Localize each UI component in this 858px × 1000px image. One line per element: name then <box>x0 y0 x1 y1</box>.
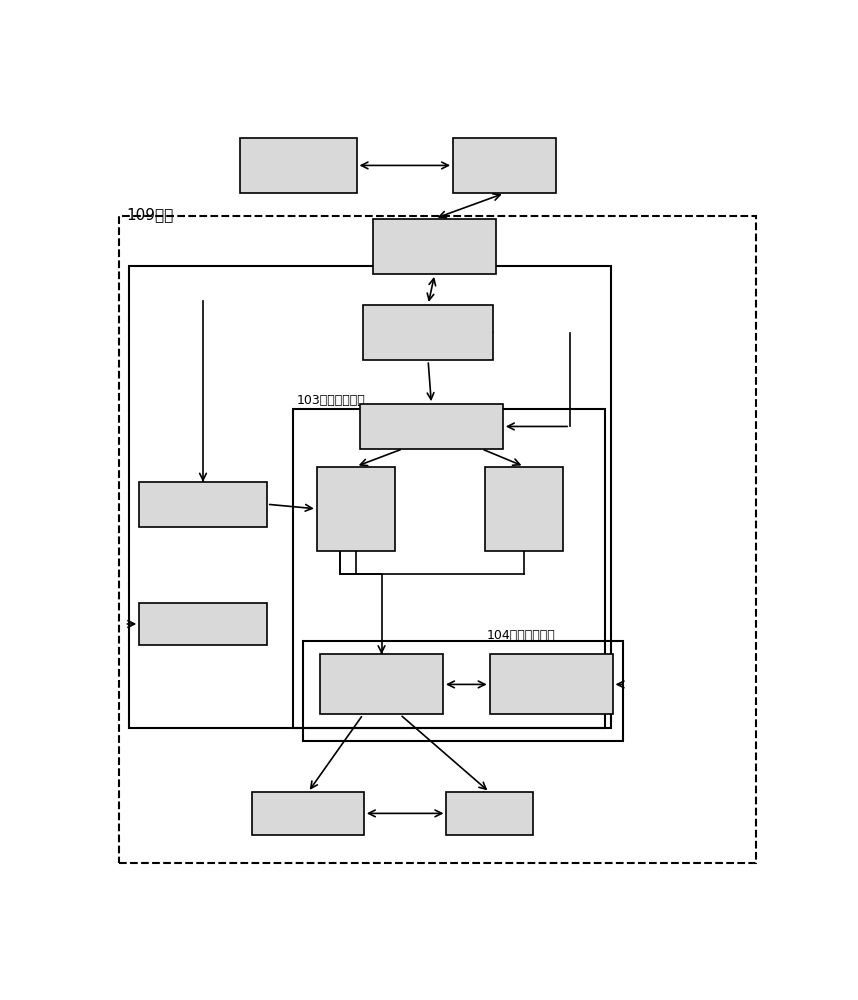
Text: 1032
输出
单元: 1032 输出 单元 <box>336 484 375 534</box>
Text: 1042触发卡测
控单元: 1042触发卡测 控单元 <box>514 668 589 701</box>
Bar <box>139 482 267 527</box>
Bar <box>490 654 613 714</box>
Text: 触发卡: 触发卡 <box>476 806 504 821</box>
Bar <box>485 466 564 551</box>
Text: 102信号发生装置: 102信号发生装置 <box>161 497 245 512</box>
Text: 控制接口卡: 控制接口卡 <box>285 806 331 821</box>
Bar <box>240 138 357 193</box>
Bar <box>317 466 396 551</box>
Bar <box>252 792 364 835</box>
Bar <box>119 216 756 863</box>
Text: 107人机交互
终端: 107人机交互 终端 <box>266 149 331 182</box>
Bar <box>453 138 556 193</box>
Bar <box>304 641 623 741</box>
Text: 109机柜: 109机柜 <box>126 207 173 222</box>
Text: 104采集适配装置: 104采集适配装置 <box>486 629 555 642</box>
Text: 1031主控单元: 1031主控单元 <box>394 419 469 434</box>
Text: 1041触发卡
适配单元: 1041触发卡 适配单元 <box>348 668 414 701</box>
Bar <box>360 404 503 449</box>
Bar <box>320 654 443 714</box>
Bar <box>130 266 611 728</box>
Bar <box>293 409 605 728</box>
Text: 108服务器: 108服务器 <box>476 158 533 173</box>
Text: 103采集控制装置: 103采集控制装置 <box>297 394 366 407</box>
Text: 1033
输入
单元: 1033 输入 单元 <box>505 484 544 534</box>
Bar <box>373 219 496 274</box>
Text: 106数据交
换装置: 106数据交 换装置 <box>400 316 456 349</box>
Text: 105环境测控装置: 105环境测控装置 <box>161 616 245 631</box>
Bar <box>363 305 492 360</box>
Text: 101前置控
制装置: 101前置控 制装置 <box>407 230 462 262</box>
Bar <box>139 603 267 645</box>
Bar <box>446 792 533 835</box>
